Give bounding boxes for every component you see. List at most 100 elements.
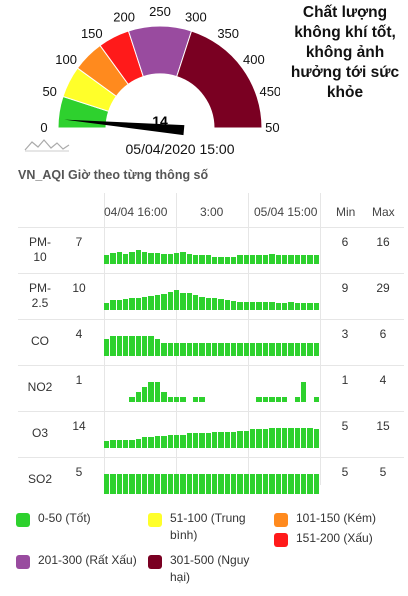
hourly-bar[interactable] <box>224 432 231 448</box>
hourly-bar[interactable] <box>161 342 167 356</box>
hourly-bar[interactable] <box>110 440 116 448</box>
hourly-bar[interactable] <box>212 474 218 494</box>
hourly-bar[interactable] <box>135 297 142 310</box>
hourly-bar[interactable] <box>154 474 161 494</box>
hourly-bar[interactable] <box>294 397 300 402</box>
hourly-bar[interactable] <box>129 397 135 402</box>
hourly-bar[interactable] <box>313 429 319 448</box>
hourly-bar[interactable] <box>237 301 243 310</box>
hourly-bar[interactable] <box>186 254 192 264</box>
hourly-bar[interactable] <box>269 428 275 448</box>
hourly-bar[interactable] <box>300 255 307 264</box>
hourly-bar[interactable] <box>269 397 275 402</box>
hourly-bar[interactable] <box>167 254 173 264</box>
hourly-bar[interactable] <box>307 428 313 448</box>
hourly-bar[interactable] <box>275 342 281 356</box>
hourly-bar[interactable] <box>256 474 262 494</box>
hourly-bar[interactable] <box>167 434 173 448</box>
hourly-bar[interactable] <box>256 255 262 264</box>
hourly-bar[interactable] <box>294 474 300 494</box>
hourly-bar[interactable] <box>262 255 269 264</box>
hourly-bar[interactable] <box>116 474 123 494</box>
hourly-bar[interactable] <box>110 300 116 310</box>
hourly-bar[interactable] <box>250 255 256 264</box>
hourly-bar[interactable] <box>205 474 211 494</box>
hourly-bar[interactable] <box>275 397 281 402</box>
hourly-bar[interactable] <box>262 474 269 494</box>
hourly-bar[interactable] <box>307 474 313 494</box>
hourly-bar[interactable] <box>212 298 218 310</box>
hourly-bar[interactable] <box>173 252 180 264</box>
hourly-bar[interactable] <box>148 252 154 264</box>
hourly-bar[interactable] <box>135 250 142 264</box>
hourly-bar[interactable] <box>148 382 154 402</box>
hourly-bar[interactable] <box>129 298 135 310</box>
hourly-bar[interactable] <box>116 440 123 448</box>
hourly-bar[interactable] <box>192 433 199 448</box>
hourly-bar[interactable] <box>110 474 116 494</box>
hourly-bar[interactable] <box>262 342 269 356</box>
hourly-bar[interactable] <box>288 474 294 494</box>
hourly-bar[interactable] <box>250 429 256 448</box>
hourly-bar[interactable] <box>129 440 135 448</box>
hourly-bar[interactable] <box>231 256 237 264</box>
hourly-bar[interactable] <box>281 474 288 494</box>
hourly-bar[interactable] <box>135 438 142 448</box>
hourly-bar[interactable] <box>281 303 288 310</box>
hourly-bar[interactable] <box>104 255 110 264</box>
hourly-bar[interactable] <box>148 336 154 356</box>
hourly-bar[interactable] <box>262 397 269 402</box>
hourly-bar[interactable] <box>135 336 142 356</box>
hourly-bar[interactable] <box>161 254 167 264</box>
hourly-bar[interactable] <box>199 433 205 448</box>
hourly-bar[interactable] <box>243 342 250 356</box>
hourly-bar[interactable] <box>180 474 186 494</box>
hourly-bar[interactable] <box>148 296 154 310</box>
hourly-bar[interactable] <box>104 303 110 310</box>
hourly-bar[interactable] <box>288 302 294 310</box>
hourly-bar[interactable] <box>104 474 110 494</box>
hourly-bar[interactable] <box>199 342 205 356</box>
hourly-bar[interactable] <box>123 336 129 356</box>
hourly-bar[interactable] <box>129 251 135 264</box>
hourly-bar[interactable] <box>180 342 186 356</box>
hourly-bar[interactable] <box>224 342 231 356</box>
hourly-bar[interactable] <box>173 397 180 402</box>
hourly-bar[interactable] <box>250 301 256 310</box>
hourly-bar[interactable] <box>243 430 250 448</box>
hourly-bar[interactable] <box>300 382 307 402</box>
hourly-bar[interactable] <box>307 255 313 264</box>
hourly-bar[interactable] <box>186 342 192 356</box>
hourly-bar[interactable] <box>212 432 218 448</box>
hourly-bar[interactable] <box>231 342 237 356</box>
hourly-bar[interactable] <box>161 474 167 494</box>
hourly-bar[interactable] <box>167 474 173 494</box>
hourly-bar[interactable] <box>180 292 186 310</box>
hourly-bar[interactable] <box>123 254 129 264</box>
hourly-bar[interactable] <box>161 392 167 402</box>
hourly-bar[interactable] <box>123 299 129 310</box>
hourly-bar[interactable] <box>142 387 148 402</box>
hourly-bar[interactable] <box>199 397 205 402</box>
hourly-bar[interactable] <box>307 303 313 310</box>
hourly-bar[interactable] <box>180 251 186 264</box>
hourly-bar[interactable] <box>218 474 224 494</box>
hourly-bar[interactable] <box>275 303 281 310</box>
hourly-bar[interactable] <box>275 255 281 264</box>
hourly-bar[interactable] <box>231 432 237 448</box>
hourly-bar[interactable] <box>192 397 199 402</box>
hourly-bar[interactable] <box>224 256 231 264</box>
hourly-bar[interactable] <box>281 397 288 402</box>
hourly-bar[interactable] <box>161 436 167 448</box>
hourly-bar[interactable] <box>123 440 129 448</box>
hourly-bar[interactable] <box>129 336 135 356</box>
hourly-bar[interactable] <box>231 474 237 494</box>
hourly-bar[interactable] <box>180 397 186 402</box>
hourly-bar[interactable] <box>237 255 243 264</box>
hourly-bar[interactable] <box>110 252 116 264</box>
hourly-bar[interactable] <box>154 252 161 264</box>
hourly-bar[interactable] <box>262 302 269 310</box>
hourly-bar[interactable] <box>256 342 262 356</box>
hourly-bar[interactable] <box>256 397 262 402</box>
hourly-bar[interactable] <box>262 429 269 448</box>
